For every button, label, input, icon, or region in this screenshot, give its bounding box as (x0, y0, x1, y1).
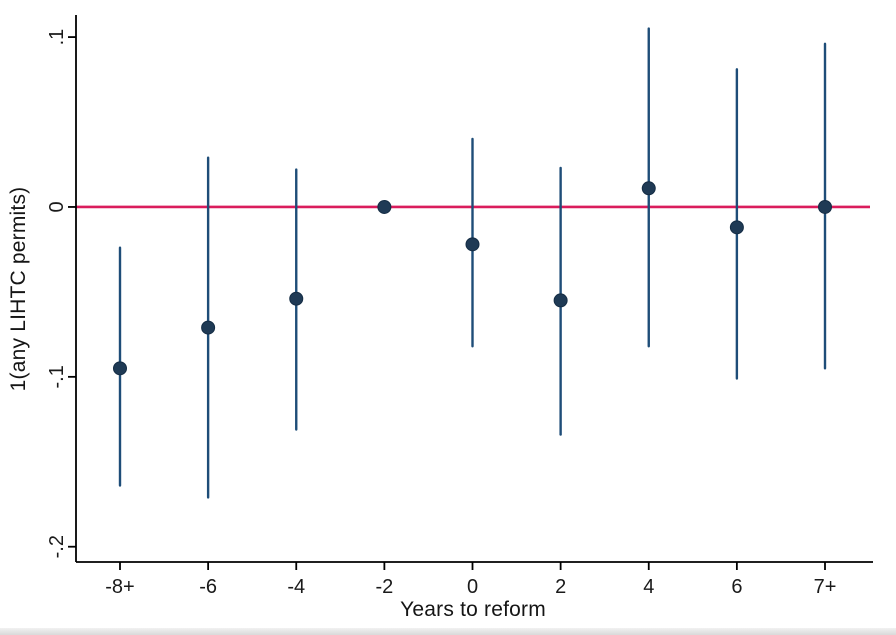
x-axis-title: Years to reform (400, 598, 546, 621)
point-estimate-marker (289, 291, 304, 306)
page-edge-shadow (0, 628, 896, 635)
point-estimate-marker (641, 181, 656, 196)
point-estimate-marker (818, 199, 832, 214)
x-tick-label: -2 (375, 576, 393, 598)
point-estimate-marker (465, 237, 480, 252)
point-estimate-marker (113, 361, 127, 376)
point-estimate-marker (729, 220, 744, 235)
y-tick-label: 0 (46, 201, 68, 212)
y-axis-title: 1(any LIHTC permits) (7, 186, 30, 392)
x-tick-label: 4 (643, 576, 654, 598)
x-tick-label: -8+ (105, 576, 134, 598)
y-tick-label: .1 (46, 29, 68, 46)
point-estimate-marker (553, 293, 568, 308)
x-tick-label: -4 (287, 576, 305, 598)
x-tick-label: -6 (199, 576, 217, 598)
point-estimate-marker (377, 199, 392, 214)
y-tick-label: -.1 (46, 365, 68, 388)
x-tick-label: 6 (731, 576, 742, 598)
x-tick-label: 0 (467, 576, 478, 598)
point-estimate-marker (201, 320, 216, 335)
x-tick-label: 7+ (814, 576, 837, 598)
x-tick-label: 2 (555, 576, 566, 598)
y-tick-label: -.2 (46, 535, 68, 558)
